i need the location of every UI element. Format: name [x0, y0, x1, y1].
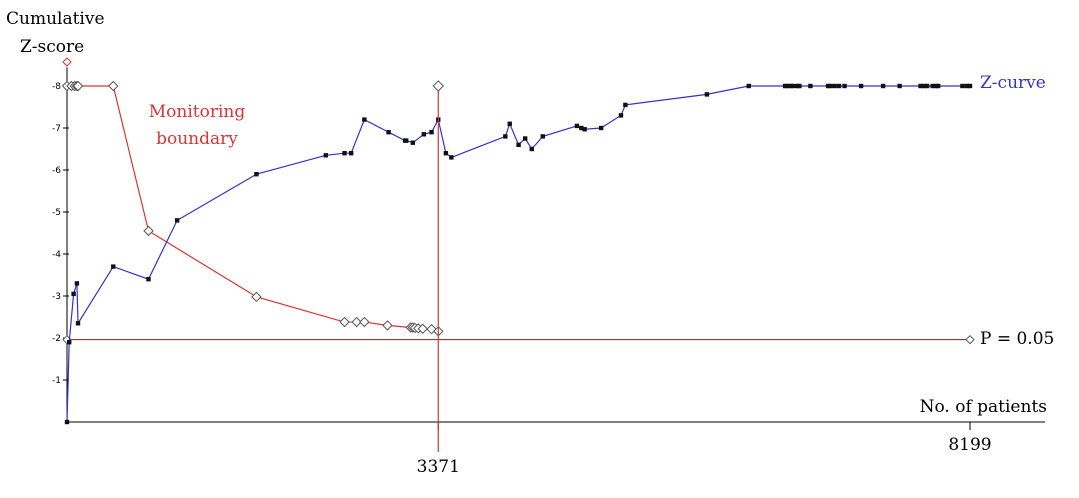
series-z-curve	[64, 83, 973, 425]
legend-z-curve: Z-curve	[980, 73, 1046, 93]
monitoring-boundary-point	[72, 80, 84, 92]
z-curve-point	[788, 83, 793, 89]
z-curve-point	[579, 125, 584, 131]
z-curve-point	[146, 277, 151, 282]
z-curve-point	[503, 134, 508, 139]
monitoring-boundary-point	[251, 291, 262, 303]
z-curve-point	[540, 134, 545, 139]
information-size-group	[432, 80, 444, 452]
x-axis-title: No. of patients	[920, 397, 1047, 417]
z-curve-point	[404, 138, 409, 143]
z-curve-point	[746, 83, 751, 89]
monitoring-boundary-point	[359, 316, 370, 328]
z-curve-point	[75, 321, 81, 326]
series-monitoring-boundary	[61, 80, 444, 337]
y-tick-label: -2	[52, 334, 61, 344]
y-tick-label: -3	[52, 292, 61, 302]
z-curve-point	[825, 83, 831, 89]
significance-label: P = 0.05	[980, 329, 1054, 349]
z-curve-point	[785, 83, 790, 89]
z-curve-point	[797, 83, 802, 89]
significance-line-group	[62, 334, 975, 345]
monitoring-boundary-line	[67, 85, 439, 332]
y-tick-label: -8	[52, 82, 61, 92]
z-curve-point	[930, 83, 935, 89]
monitoring-boundary-point	[382, 320, 393, 331]
monitoring-boundary-point	[351, 316, 362, 328]
monitoring-boundary-point	[417, 323, 428, 334]
z-curve-point	[842, 83, 847, 89]
z-curve-point	[71, 291, 76, 297]
y-tick-label: -7	[52, 124, 61, 134]
z-curve-point	[174, 218, 180, 223]
z-curve-point	[348, 151, 354, 156]
z-curve-point	[507, 121, 512, 126]
monitoring-boundary-point	[143, 225, 154, 237]
z-curve-point	[582, 127, 587, 132]
z-curve-point	[880, 83, 886, 89]
z-curve-point	[618, 113, 624, 118]
z-curve-point	[790, 83, 795, 89]
z-curve-point	[67, 340, 72, 345]
z-curve-point	[342, 151, 347, 156]
z-curve-point	[111, 264, 116, 269]
z-curve-point	[794, 83, 800, 89]
z-curve-point	[933, 83, 939, 89]
legend-monitoring-boundary-line2: boundary	[156, 129, 238, 149]
axes: -8 -7 -6 -5 -4 -3 -2 -1 3371 8199	[52, 57, 1045, 477]
z-curve-point	[782, 83, 788, 89]
y-axis-top-marker	[62, 57, 72, 67]
z-curve-point	[516, 142, 521, 147]
z-curve-point	[918, 83, 923, 89]
z-curve-point	[832, 83, 837, 89]
z-curve-point	[704, 92, 710, 97]
significance-marker	[965, 334, 975, 345]
z-curve-point	[935, 83, 941, 89]
y-tick-label: -6	[52, 166, 61, 176]
y-tick-label: -4	[52, 250, 61, 260]
z-curve-point	[924, 83, 930, 89]
z-curve-point	[808, 83, 813, 89]
z-curve-point	[858, 83, 864, 89]
y-tick-label: -1	[52, 376, 61, 386]
z-curve-point	[443, 151, 449, 156]
z-curve-point	[386, 130, 391, 135]
monitoring-boundary-point	[339, 316, 350, 328]
y-axis-title-line2: Z-score	[20, 37, 84, 57]
legend-monitoring-boundary-line1: Monitoring	[149, 102, 246, 122]
z-curve-point	[74, 281, 80, 286]
y-tick-label: -5	[52, 208, 61, 218]
z-curve-point	[960, 83, 965, 89]
x-tick-label: 3371	[417, 457, 460, 477]
information-size-marker	[432, 80, 444, 92]
z-curve-point	[836, 83, 842, 89]
z-curve-point	[254, 172, 259, 177]
z-curve-point	[623, 102, 628, 108]
z-curve-point	[964, 83, 970, 89]
z-curve-point	[967, 83, 973, 89]
z-curve-point	[362, 117, 367, 122]
z-curve-point	[410, 140, 416, 145]
x-tick-label: 8199	[948, 435, 991, 455]
z-curve-point	[64, 419, 70, 425]
z-curve-point	[897, 83, 902, 89]
y-axis-title-line1: Cumulative	[6, 9, 105, 29]
z-curve-point	[828, 83, 833, 89]
z-curve-point	[529, 146, 534, 152]
z-curve-point	[921, 83, 927, 89]
z-curve-point	[574, 123, 580, 129]
z-curve-point	[429, 130, 434, 135]
z-curve-point	[323, 153, 329, 158]
z-curve-point	[598, 125, 604, 131]
z-curve-point	[522, 136, 528, 141]
monitoring-boundary-point	[108, 80, 119, 92]
z-curve-point	[449, 155, 454, 160]
z-curve-point	[421, 132, 427, 137]
